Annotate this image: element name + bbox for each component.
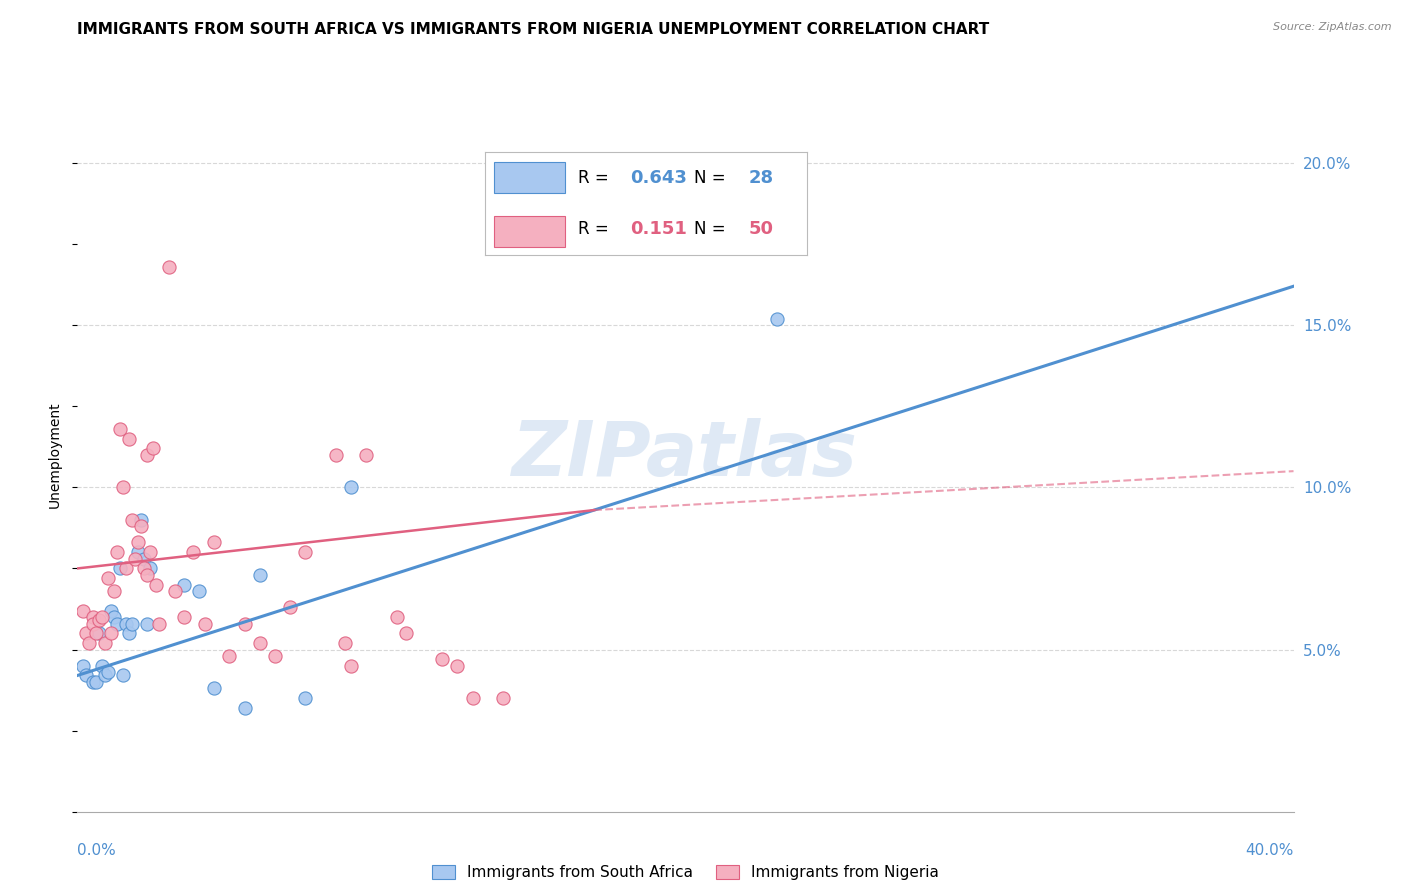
Y-axis label: Unemployment: Unemployment bbox=[48, 401, 62, 508]
Point bbox=[84, 675, 107, 690]
Point bbox=[278, 600, 301, 615]
Point bbox=[127, 545, 149, 559]
Point bbox=[93, 636, 115, 650]
Point bbox=[100, 604, 122, 618]
Point bbox=[87, 613, 110, 627]
Point bbox=[129, 519, 152, 533]
Point bbox=[134, 561, 156, 575]
Point bbox=[264, 648, 287, 663]
Point bbox=[105, 616, 128, 631]
Point bbox=[194, 616, 217, 631]
Point bbox=[105, 545, 128, 559]
Point bbox=[233, 701, 256, 715]
Point bbox=[84, 626, 107, 640]
Point bbox=[294, 545, 316, 559]
Point bbox=[108, 422, 131, 436]
Point bbox=[136, 448, 159, 462]
Point bbox=[124, 551, 146, 566]
Point bbox=[202, 535, 225, 549]
Point bbox=[118, 432, 141, 446]
Point bbox=[354, 448, 377, 462]
Point bbox=[163, 584, 186, 599]
Point bbox=[249, 568, 271, 582]
Point bbox=[100, 626, 122, 640]
Text: IMMIGRANTS FROM SOUTH AFRICA VS IMMIGRANTS FROM NIGERIA UNEMPLOYMENT CORRELATION: IMMIGRANTS FROM SOUTH AFRICA VS IMMIGRAN… bbox=[77, 22, 990, 37]
Point bbox=[136, 568, 159, 582]
Point bbox=[325, 448, 347, 462]
Point bbox=[75, 626, 97, 640]
Point bbox=[395, 626, 418, 640]
Point bbox=[188, 584, 211, 599]
Point bbox=[72, 658, 94, 673]
Point bbox=[90, 610, 112, 624]
Point bbox=[461, 691, 484, 706]
Text: 40.0%: 40.0% bbox=[1246, 843, 1294, 858]
Point bbox=[82, 675, 104, 690]
Point bbox=[82, 610, 104, 624]
Point bbox=[97, 665, 120, 680]
Point bbox=[340, 658, 363, 673]
Point bbox=[340, 480, 363, 494]
Point bbox=[432, 652, 454, 666]
Point bbox=[79, 636, 101, 650]
Text: Source: ZipAtlas.com: Source: ZipAtlas.com bbox=[1274, 22, 1392, 32]
Point bbox=[148, 616, 170, 631]
Point bbox=[115, 561, 138, 575]
Point bbox=[90, 658, 112, 673]
Point bbox=[249, 636, 271, 650]
Point bbox=[115, 616, 138, 631]
Legend: Immigrants from South Africa, Immigrants from Nigeria: Immigrants from South Africa, Immigrants… bbox=[426, 859, 945, 886]
Text: ZIPatlas: ZIPatlas bbox=[512, 418, 859, 491]
Point bbox=[385, 610, 408, 624]
Point bbox=[202, 681, 225, 696]
Point bbox=[333, 636, 356, 650]
Point bbox=[446, 658, 468, 673]
Point bbox=[75, 668, 97, 682]
Text: 0.0%: 0.0% bbox=[77, 843, 117, 858]
Point bbox=[111, 480, 134, 494]
Point bbox=[218, 648, 240, 663]
Point bbox=[127, 535, 149, 549]
Point bbox=[145, 577, 167, 591]
Point bbox=[765, 311, 787, 326]
Point bbox=[139, 561, 162, 575]
Point bbox=[294, 691, 316, 706]
Point bbox=[136, 616, 159, 631]
Point bbox=[181, 545, 204, 559]
Point bbox=[173, 610, 195, 624]
Point bbox=[111, 668, 134, 682]
Point bbox=[87, 626, 110, 640]
Point bbox=[129, 513, 152, 527]
Point bbox=[233, 616, 256, 631]
Point bbox=[173, 577, 195, 591]
Point bbox=[121, 513, 143, 527]
Point bbox=[108, 561, 131, 575]
Point bbox=[72, 604, 94, 618]
Point bbox=[492, 691, 515, 706]
Point bbox=[121, 616, 143, 631]
Point bbox=[103, 584, 125, 599]
Point bbox=[82, 616, 104, 631]
Point bbox=[103, 610, 125, 624]
Point bbox=[97, 571, 120, 585]
Point bbox=[134, 551, 156, 566]
Point bbox=[139, 545, 162, 559]
Point bbox=[157, 260, 180, 274]
Point bbox=[142, 442, 165, 456]
Point bbox=[118, 626, 141, 640]
Point bbox=[93, 668, 115, 682]
